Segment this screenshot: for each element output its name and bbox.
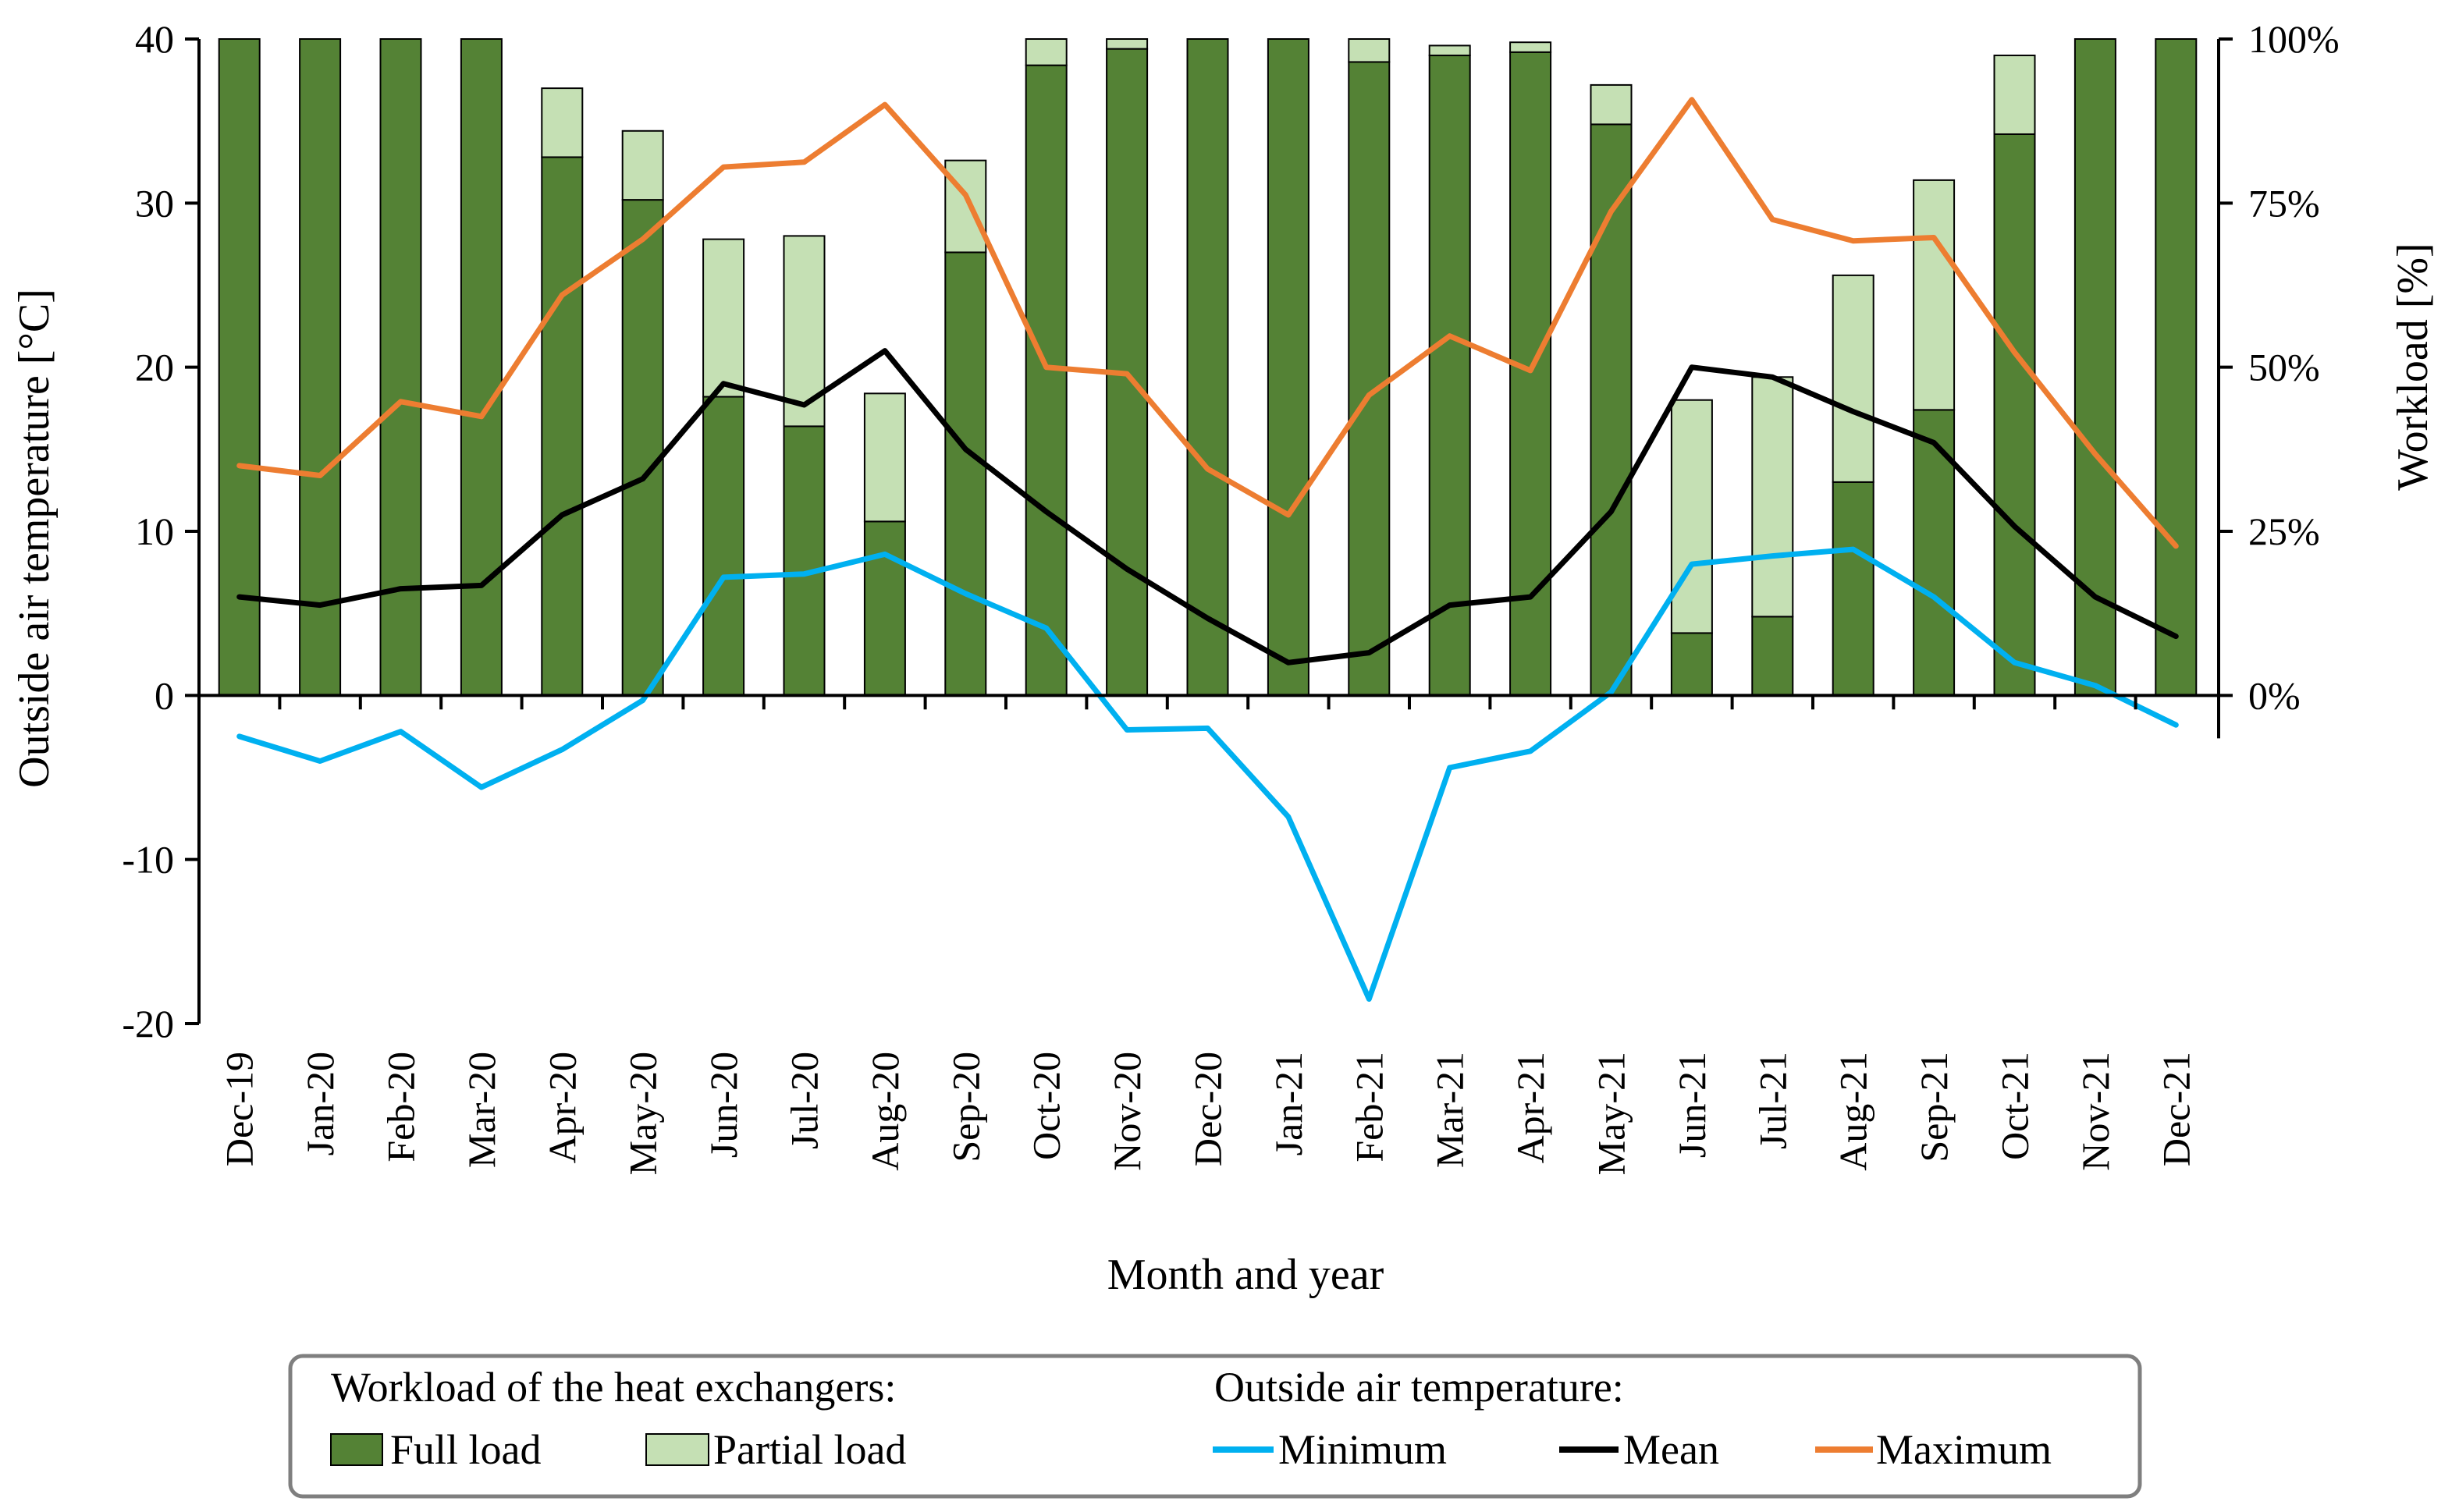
bar-partial-load — [1428, 44, 1471, 57]
x-tick-label: Jan-20 — [298, 1052, 342, 1155]
x-tick-label: Oct-20 — [1025, 1052, 1068, 1160]
y-axis-left-title: Outside air temperature [°C] — [10, 289, 59, 788]
y-tick-label-right: 0% — [2248, 673, 2301, 717]
bar-partial-load — [1993, 55, 2036, 135]
bar-partial-load — [621, 130, 664, 201]
bar-partial-load — [1832, 274, 1874, 483]
bar-partial-load — [541, 87, 584, 158]
bar-full-load — [1832, 481, 1874, 697]
bar-partial-load — [1348, 38, 1391, 63]
bar-full-load — [783, 425, 826, 697]
x-axis-title: Month and year — [1107, 1251, 1384, 1299]
lines-layer — [236, 97, 2179, 1002]
x-tick-label: Jul-21 — [1750, 1052, 1794, 1149]
bar-full-load — [379, 38, 422, 697]
bar-partial-load — [1590, 83, 1633, 126]
x-tick-label: Jun-21 — [1670, 1052, 1714, 1158]
legend-group-workload-title: Workload of the heat exchangers: — [331, 1364, 896, 1411]
line-mean — [236, 348, 2179, 665]
bar-full-load — [541, 156, 584, 697]
x-tick-label: Jun-20 — [702, 1052, 745, 1158]
line-maximum — [236, 97, 2179, 549]
axes-layer: -20 -10 0 10 20 30 40 0% 25% 50% 75% 100% Dec-19 Jan-… — [122, 17, 2339, 1175]
x-tick-label: Apr-21 — [1508, 1052, 1552, 1163]
x-tick-label: Jul-20 — [783, 1052, 826, 1149]
legend-swatch-partial-load — [645, 1433, 709, 1466]
x-tick-label: Dec-19 — [218, 1052, 261, 1166]
legend-label-full-load: Full load — [390, 1426, 542, 1473]
y-tick-label-left: -20 — [122, 1002, 174, 1045]
bar-full-load — [1751, 616, 1794, 697]
bar-partial-load — [944, 159, 987, 254]
bar-partial-load — [702, 238, 745, 398]
x-tick-label: Feb-21 — [1347, 1052, 1391, 1162]
y-tick-label-right: 75% — [2248, 181, 2320, 225]
bar-partial-load — [1106, 38, 1149, 50]
legend-label-minimum: Minimum — [1278, 1426, 1447, 1473]
x-tick-label: Sep-21 — [1912, 1052, 1956, 1162]
bar-partial-load — [1509, 41, 1552, 53]
x-tick-label: Apr-20 — [540, 1052, 584, 1163]
y-tick-label-left: 0 — [155, 673, 174, 717]
y-tick-label-right: 25% — [2248, 509, 2320, 553]
bar-partial-load — [1670, 399, 1713, 634]
y-axis-right-title: Workload [%] — [2389, 243, 2437, 490]
bar-full-load — [1993, 133, 2036, 697]
y-tick-label-left: 20 — [135, 346, 174, 389]
bar-full-load — [621, 199, 664, 697]
x-tick-label: Nov-21 — [2073, 1052, 2117, 1171]
bar-partial-load — [1025, 38, 1068, 66]
bar-full-load — [1186, 38, 1229, 697]
x-tick-label: Mar-21 — [1428, 1052, 1472, 1168]
x-tick-label: Aug-21 — [1832, 1052, 1875, 1171]
y-tick-label-left: 10 — [135, 509, 174, 553]
x-tick-label: Mar-20 — [460, 1052, 503, 1168]
bar-full-load — [1913, 409, 1956, 697]
y-tick-label-left: -10 — [122, 838, 174, 882]
x-tick-label: May-21 — [1590, 1052, 1633, 1175]
x-tick-label: Dec-21 — [2154, 1052, 2198, 1166]
bar-full-load — [1025, 64, 1068, 697]
line-minimum — [236, 546, 2179, 1002]
x-tick-label: Oct-21 — [1993, 1052, 2037, 1160]
bar-full-load — [1590, 123, 1633, 697]
bar-partial-load — [1913, 179, 1956, 411]
bar-full-load — [2155, 38, 2198, 697]
legend-label-maximum: Maximum — [1876, 1426, 2052, 1473]
bar-full-load — [1267, 38, 1309, 697]
bar-full-load — [702, 396, 745, 697]
x-tick-label: Dec-20 — [1186, 1052, 1230, 1166]
y-tick-label-left: 40 — [135, 17, 174, 61]
x-tick-label: Nov-20 — [1105, 1052, 1149, 1171]
bar-full-load — [460, 38, 503, 697]
legend-label-mean: Mean — [1623, 1426, 1719, 1473]
legend: Workload of the heat exchangers: Outside… — [288, 1354, 2142, 1499]
legend-label-partial-load: Partial load — [713, 1426, 906, 1473]
bar-full-load — [863, 520, 906, 697]
bar-partial-load — [1751, 376, 1794, 618]
bar-full-load — [218, 38, 261, 697]
x-tick-label: May-20 — [621, 1052, 665, 1175]
x-tick-label: Jan-21 — [1267, 1052, 1310, 1155]
bar-full-load — [1348, 61, 1391, 697]
legend-swatch-full-load — [330, 1433, 383, 1466]
y-tick-label-right: 100% — [2248, 17, 2340, 61]
legend-group-temperature-title: Outside air temperature: — [1214, 1364, 1624, 1411]
x-tick-label: Sep-20 — [943, 1052, 987, 1162]
bar-partial-load — [863, 392, 906, 523]
x-tick-label: Aug-20 — [863, 1052, 907, 1171]
bar-full-load — [1428, 55, 1471, 697]
bar-full-load — [1509, 51, 1552, 697]
bar-full-load — [944, 251, 987, 697]
x-tick-label: Feb-20 — [379, 1052, 423, 1162]
bar-full-load — [299, 38, 342, 697]
y-tick-label-right: 50% — [2248, 346, 2320, 389]
y-tick-label-left: 30 — [135, 181, 174, 225]
bar-full-load — [1670, 632, 1713, 697]
legend-box — [288, 1354, 2142, 1499]
